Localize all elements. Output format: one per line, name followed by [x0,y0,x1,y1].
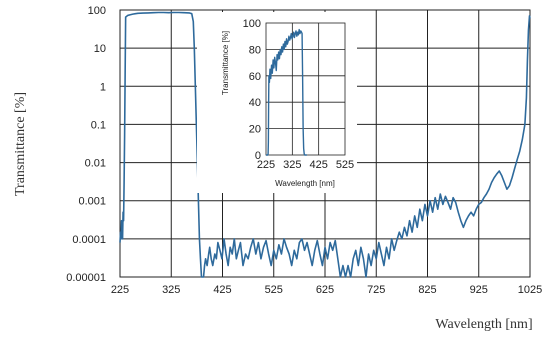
inset-x-tick-label: 225 [257,159,275,171]
y-tick-label: 0.001 [78,196,106,208]
x-tick-label: 1025 [518,284,542,296]
x-tick-label: 325 [162,284,180,296]
x-tick-label: 525 [265,284,283,296]
x-axis-label: Wavelength [nm] [435,317,532,332]
y-tick-label: 0.0001 [72,234,106,246]
inset-x-tick-label: 425 [309,159,327,171]
x-tick-label: 625 [316,284,334,296]
inset-y-tick-label: 20 [249,124,261,136]
y-tick-label: 0.01 [85,158,106,170]
inset-y-axis-label: Transmittance [%] [221,31,230,95]
inset-y-tick-label: 0 [255,150,261,162]
inset-x-axis-label: Wavelength [nm] [275,179,335,188]
inset-transmittance-line [266,28,307,156]
inset-plot-area [265,22,346,156]
main-tick-labels: 225 325 425 525 625 725 825 925 1025 100 10 1 0.1 0.0… [66,5,542,296]
inset-gridlines [266,23,345,155]
x-tick-label: 225 [111,284,129,296]
y-tick-label: 1 [100,81,106,93]
main-series [119,11,531,278]
inset-series [266,28,307,156]
x-tick-label: 825 [418,284,436,296]
y-axis-label: Transmittance [%] [13,92,28,196]
x-tick-label: 725 [367,284,385,296]
y-tick-label: 100 [88,5,106,17]
y-tick-label: 0.1 [91,119,106,131]
x-tick-label: 925 [470,284,488,296]
x-tick-label: 425 [213,284,231,296]
inset-tick-labels: 225 325 425 525 100 80 60 40 20 0 [243,18,355,171]
inset-y-tick-label: 100 [243,18,261,30]
inset-y-tick-label: 80 [249,44,261,56]
transmittance-line [119,11,531,278]
inset-y-tick-label: 40 [249,97,261,109]
inset-x-tick-label: 525 [336,159,354,171]
y-tick-label: 10 [94,43,106,55]
y-tick-label: 0.00001 [66,272,106,284]
inset-x-tick-label: 325 [283,159,301,171]
inset-y-tick-label: 60 [249,71,261,83]
